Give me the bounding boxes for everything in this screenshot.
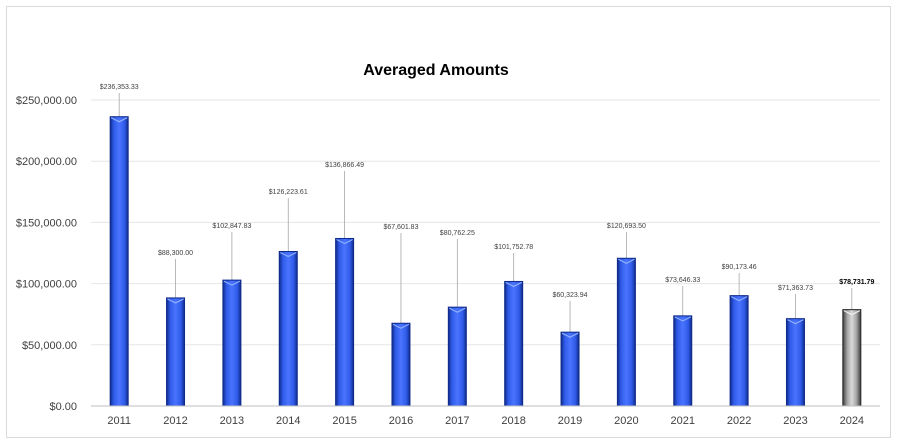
data-label-2020: $120,693.50	[607, 223, 646, 230]
x-tick-label: 2016	[389, 415, 413, 427]
bar-bevel	[449, 307, 466, 313]
data-label-2022: $90,173.46	[722, 264, 757, 271]
y-tick-label: $250,000.00	[16, 95, 77, 107]
x-tick-label: 2022	[727, 415, 751, 427]
bar-2014	[278, 251, 298, 407]
bar-bevel	[167, 298, 184, 304]
data-label-2013: $102,847.83	[212, 223, 251, 230]
y-tick-label: $100,000.00	[16, 279, 77, 291]
bar-bevel	[674, 316, 692, 322]
bar-2011	[109, 116, 129, 407]
data-label-2018: $101,752.78	[494, 244, 533, 251]
bar-chart: Averaged Amounts $0.00 $50,000.00 $100,000…	[16, 62, 880, 427]
data-label-2014: $126,223.61	[269, 189, 308, 196]
x-tick-label: 2015	[332, 415, 356, 427]
x-tick-label: 2020	[614, 415, 638, 427]
y-tick-label: $0.00	[49, 401, 77, 413]
data-label-2012: $88,300.00	[158, 250, 193, 257]
bar-2023	[785, 318, 805, 407]
bar-2024	[842, 309, 862, 407]
bar-bevel	[392, 323, 410, 329]
bar-2018	[504, 280, 524, 407]
data-label-2021: $73,646.33	[665, 277, 700, 284]
x-tick-label: 2011	[107, 415, 131, 427]
bar-bevel	[223, 280, 241, 286]
data-label-2011: $236,353.33	[100, 84, 139, 91]
data-label-2016: $67,601.83	[383, 224, 418, 231]
x-axis-ticks: 2011 2012 2013 2014 2015 2016 2017 2018 2019 2020…	[107, 415, 864, 427]
bar-2019	[560, 331, 580, 407]
bars	[109, 116, 862, 407]
y-axis-ticks: $0.00 $50,000.00 $100,000.00 $150,000.00 $20…	[16, 95, 77, 413]
x-tick-label: 2023	[783, 415, 807, 427]
y-tick-label: $200,000.00	[16, 156, 77, 168]
bar-bevel	[336, 238, 353, 245]
chart-title: Averaged Amounts	[363, 62, 509, 79]
x-tick-label: 2019	[558, 415, 582, 427]
data-labels: $236,353.33 $88,300.00 $102,847.83 $126,223…	[100, 84, 875, 299]
bar-bevel	[505, 281, 522, 288]
data-label-2019: $60,323.94	[553, 292, 588, 299]
bar-2017	[447, 306, 467, 407]
data-label-2024: $78,731.79	[839, 279, 874, 286]
bar-bevel	[618, 258, 635, 264]
bar-bevel	[843, 310, 861, 316]
x-tick-label: 2013	[220, 415, 244, 427]
data-label-2015: $136,866.49	[325, 162, 364, 169]
bar-2020	[616, 257, 636, 407]
data-label-2017: $80,762.25	[440, 230, 475, 237]
bar-2012	[166, 297, 186, 407]
bar-2013	[222, 279, 242, 407]
x-tick-label: 2012	[163, 415, 187, 427]
gridlines	[91, 99, 880, 346]
x-tick-label: 2024	[840, 415, 864, 427]
chart-area: Averaged Amounts $0.00 $50,000.00 $100,000…	[6, 6, 891, 438]
x-tick-label: 2021	[671, 415, 695, 427]
bar-2021	[673, 315, 693, 407]
y-tick-label: $150,000.00	[16, 217, 77, 229]
bar-bevel	[561, 332, 579, 338]
bar-2015	[335, 237, 355, 407]
bar-bevel	[110, 117, 128, 123]
x-tick-label: 2014	[276, 415, 300, 427]
bar-bevel	[730, 296, 748, 302]
x-tick-label: 2017	[445, 415, 469, 427]
bar-2022	[729, 295, 749, 407]
bar-bevel	[787, 319, 804, 325]
y-tick-label: $50,000.00	[22, 340, 77, 352]
x-tick-label: 2018	[501, 415, 525, 427]
bar-2016	[391, 322, 411, 407]
bar-bevel	[279, 251, 297, 258]
leader-lines	[118, 93, 853, 333]
data-label-2023: $71,363.73	[778, 285, 813, 292]
